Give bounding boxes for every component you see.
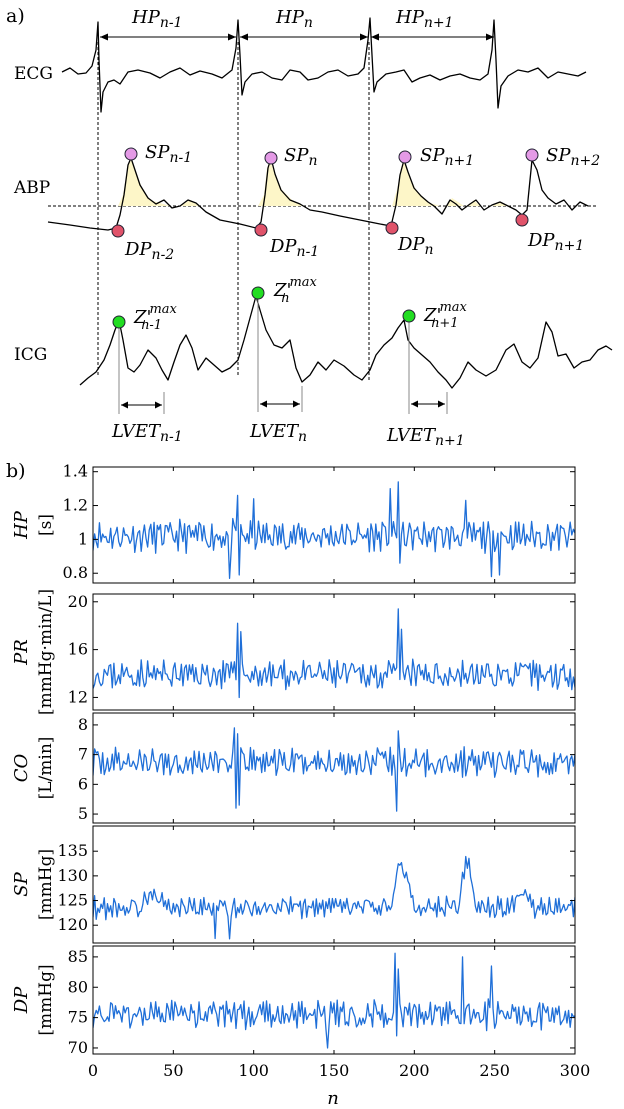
chart-sp: 120 125 130 135 SP [mmHg]	[11, 825, 576, 944]
y-axis-var-label: SP	[11, 871, 32, 896]
z-marker-1	[112, 315, 126, 329]
dp-marker-4	[515, 213, 529, 227]
sp-markers	[124, 147, 539, 165]
icg-trace	[79, 295, 613, 389]
y-tick-label: 1.2	[63, 496, 88, 515]
hp-label-1: HPn-1	[131, 7, 182, 31]
y-tick-label: 7	[78, 745, 88, 764]
y-axis-var-label: CO	[11, 753, 32, 782]
series-line-pr	[93, 608, 575, 699]
z-label-3: Z'max n+1	[423, 300, 468, 331]
y-tick-label: 20	[68, 592, 88, 611]
sp-marker-3	[398, 150, 412, 164]
y-axis-unit-label: [mmHg]	[36, 964, 56, 1035]
plot-frame	[92, 945, 576, 1055]
sp-label-3: SPn+1	[420, 145, 474, 169]
dp-marker-3	[385, 221, 399, 235]
dp-marker-1	[111, 224, 125, 238]
y-tick-label: 12	[68, 687, 88, 706]
y-tick-label: 16	[68, 640, 88, 659]
dp-label-4: DPn+1	[527, 230, 584, 254]
chart-co: 5 6 7 8 CO [L/min]	[11, 712, 576, 824]
y-tick-label: 75	[68, 1008, 88, 1027]
x-tick-label: 50	[163, 1061, 183, 1080]
dp-label-1: DPn-2	[124, 239, 174, 263]
panel-b-label: b)	[6, 460, 26, 482]
y-tick-label: 6	[78, 774, 88, 793]
y-tick-label: 70	[68, 1038, 88, 1057]
dp-marker-2	[254, 223, 268, 237]
x-tick-label: 200	[399, 1061, 430, 1080]
plot-frame	[92, 593, 576, 711]
y-tick-label: 0.8	[63, 563, 88, 582]
ecg-row-label: ECG	[14, 64, 53, 84]
y-axis-unit-label: [L/min]	[36, 737, 56, 800]
x-axis-label: n	[327, 1088, 339, 1109]
y-tick-label: 5	[78, 804, 88, 823]
dp-label-2: DPn-1	[269, 236, 319, 260]
x-tick-label: 100	[238, 1061, 269, 1080]
y-tick-label: 85	[68, 947, 88, 966]
dp-label-3: DPn	[397, 234, 434, 258]
hp-label-3: HPn+1	[395, 7, 453, 31]
panel-a-label: a)	[6, 5, 25, 27]
hp-arrows	[100, 33, 494, 41]
z-label-2: Z'max n	[273, 275, 318, 306]
hp-label-2: HPn	[275, 7, 313, 31]
x-tick-label: 150	[319, 1061, 350, 1080]
y-axis-var-label: HP	[11, 510, 32, 540]
abp-row-label: ABP	[13, 178, 50, 198]
series-line-hp	[93, 481, 575, 579]
z-label-1: Z'max n-1	[133, 302, 178, 333]
plot-frame	[92, 825, 576, 944]
y-tick-label: 130	[57, 866, 88, 885]
z-marker-3	[402, 309, 416, 323]
time-series-charts: 0.8 1 1.2 1.4 HP [s] 12 16 20 PR [mmHg·min/L] 5 6 7 8 C…	[11, 462, 590, 1080]
lvet-label-2: LVETn	[249, 421, 307, 445]
y-tick-label: 1.4	[63, 462, 88, 481]
chart-pr: 12 16 20 PR [mmHg·min/L]	[11, 589, 576, 715]
sp-label-1: SPn-1	[145, 142, 192, 166]
series-line-co	[93, 727, 575, 812]
y-tick-label: 135	[57, 841, 88, 860]
y-tick-label: 125	[57, 891, 88, 910]
y-axis-unit-label: [s]	[36, 514, 56, 536]
y-tick-label: 1	[78, 529, 88, 548]
dp-markers	[111, 213, 529, 238]
lvet-label-3: LVETn+1	[386, 425, 465, 449]
lvet-label-1: LVETn-1	[111, 421, 183, 445]
y-tick-label: 80	[68, 977, 88, 996]
y-axis-unit-label: [mmHg·min/L]	[36, 589, 56, 715]
chart-dp: 70 75 80 85 DP [mmHg]	[11, 945, 576, 1057]
sp-label-4: SPn+2	[546, 145, 600, 169]
icg-row-label: ICG	[14, 345, 47, 365]
sp-marker-1	[124, 147, 138, 161]
y-axis-var-label: DP	[11, 986, 32, 1014]
series-line-dp	[93, 952, 575, 1049]
y-axis-var-label: PR	[11, 639, 32, 666]
y-axis-unit-label: [mmHg]	[36, 849, 56, 920]
lvet-arrows	[121, 400, 445, 409]
sp-marker-2	[264, 151, 278, 165]
y-tick-label: 8	[78, 715, 88, 734]
chart-hp: 0.8 1 1.2 1.4 HP [s]	[11, 462, 576, 584]
y-tick-label: 120	[57, 915, 88, 934]
sp-label-2: SPn	[284, 145, 317, 169]
ecg-trace	[61, 17, 587, 113]
z-markers	[112, 286, 416, 329]
sp-marker-4	[525, 148, 539, 162]
x-tick-label: 0	[88, 1061, 98, 1080]
x-tick-label: 250	[479, 1061, 510, 1080]
lvet-guides	[118, 296, 448, 414]
x-tick-label: 300	[560, 1061, 591, 1080]
z-marker-2	[251, 286, 265, 300]
series-line-sp	[93, 855, 575, 940]
